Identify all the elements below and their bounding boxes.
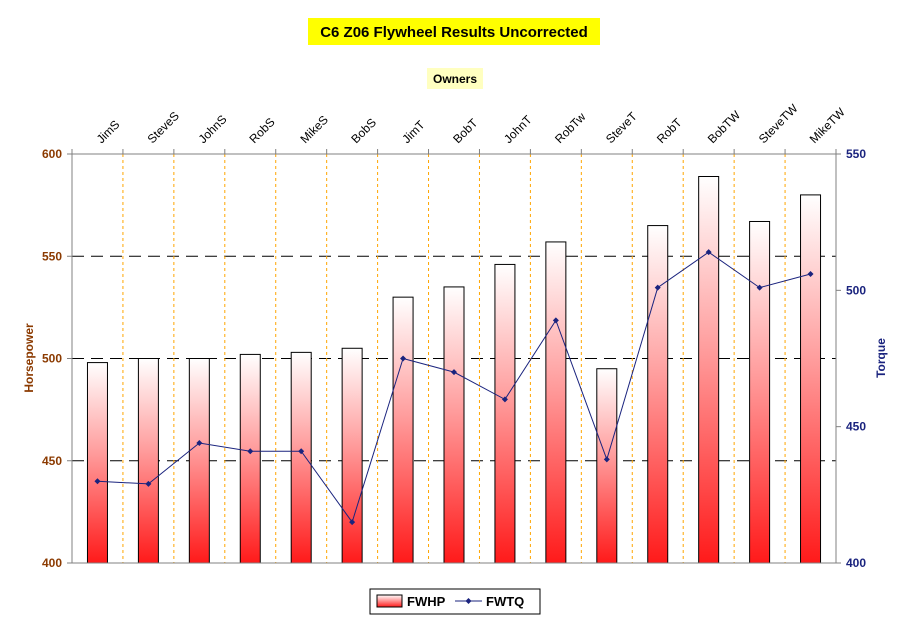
bar-fwhp-johns xyxy=(188,358,210,564)
point-fwtq-bobtw xyxy=(705,249,712,256)
category-separators xyxy=(122,154,786,563)
y-tick-label-right: 450 xyxy=(846,420,866,434)
point-fwtq-stevetw xyxy=(756,284,763,291)
category-label-robt: RobT xyxy=(654,115,685,146)
point-fwtq-steves xyxy=(145,480,152,487)
category-label-jimt: JimT xyxy=(399,117,428,146)
bar-fwhp-jims xyxy=(86,362,108,564)
point-fwtq-johnt xyxy=(501,396,508,403)
point-fwtq-jimt xyxy=(400,355,407,362)
legend: FWHP FWTQ xyxy=(369,588,541,615)
point-fwtq-bobt xyxy=(451,369,457,376)
bar-fwhp-robtw xyxy=(545,241,567,564)
bar-fwhp-mikes xyxy=(290,351,312,564)
chart-subtitle: Owners xyxy=(433,72,477,86)
category-label-robs: RobS xyxy=(246,115,277,146)
bar-fwhp-stevet xyxy=(596,368,618,564)
y-tick-label-left: 550 xyxy=(42,249,62,263)
bar-fwhp-steves xyxy=(137,358,159,564)
y-tick-label-left: 500 xyxy=(42,352,62,366)
tick-labels: 400 450 500 550 600 400 450 500 550 xyxy=(42,147,866,570)
y-tick-label-left: 600 xyxy=(42,147,62,161)
legend-label-fwhp: FWHP xyxy=(407,594,446,609)
point-fwtq-mikes xyxy=(298,448,305,455)
category-label-steves: SteveS xyxy=(145,109,182,146)
bar-fwhp-bobt xyxy=(443,286,465,564)
y-tick-label-left: 400 xyxy=(42,556,62,570)
y-tick-label-right: 550 xyxy=(846,147,866,161)
point-fwtq-robs xyxy=(247,448,254,455)
legend-swatch-fwhp xyxy=(376,594,403,608)
bar-fwhp-robs xyxy=(239,353,261,564)
category-label-robtw: RobTw xyxy=(552,110,589,147)
bar-fwhp-bobs xyxy=(341,347,363,564)
category-label-bobt: BobT xyxy=(450,115,481,146)
category-labels: JimS SteveS JohnS RobS MikeS BobS JimT BobT John… xyxy=(94,101,849,146)
bar-fwhp-johnt xyxy=(494,263,516,564)
point-fwtq-miketw xyxy=(807,270,814,277)
point-fwtq-robtw xyxy=(552,317,559,324)
bar-fwhp-miketw xyxy=(800,194,822,564)
category-label-johnt: JohnT xyxy=(501,112,535,146)
y-axis-right-label: Torque xyxy=(874,338,888,378)
category-label-miketw: MikeTW xyxy=(807,105,848,146)
point-fwtq-jims xyxy=(94,478,101,485)
y-tick-label-left: 450 xyxy=(42,454,62,468)
subtitle-background xyxy=(427,68,483,89)
category-label-johns: JohnS xyxy=(196,112,230,146)
line-series-fwtq xyxy=(94,249,814,526)
chart-title: C6 Z06 Flywheel Results Uncorrected xyxy=(320,24,588,41)
y-axis-left-label: Horsepower xyxy=(22,323,36,393)
category-label-bobtw: BobTW xyxy=(705,107,744,146)
axes xyxy=(67,149,841,564)
y-tick-label-right: 400 xyxy=(846,556,866,570)
point-fwtq-bobs xyxy=(349,519,356,526)
legend-marker-fwtq xyxy=(465,598,472,604)
category-label-stevetw: SteveTW xyxy=(756,101,801,146)
category-label-bobs: BobS xyxy=(348,115,379,146)
category-label-stevet: SteveT xyxy=(603,109,640,146)
point-fwtq-johns xyxy=(196,440,203,447)
bar-fwhp-robt xyxy=(647,225,669,564)
bar-fwhp-stevetw xyxy=(749,220,771,564)
point-fwtq-stevet xyxy=(603,456,610,463)
bar-fwhp-bobtw xyxy=(698,175,720,564)
y-tick-label-right: 500 xyxy=(846,283,866,297)
title-background xyxy=(308,18,600,45)
category-label-mikes: MikeS xyxy=(297,113,330,146)
category-label-jims: JimS xyxy=(94,117,123,146)
legend-label-fwtq: FWTQ xyxy=(486,594,524,609)
point-fwtq-robt xyxy=(654,284,661,291)
bar-fwhp-jimt xyxy=(392,296,414,564)
